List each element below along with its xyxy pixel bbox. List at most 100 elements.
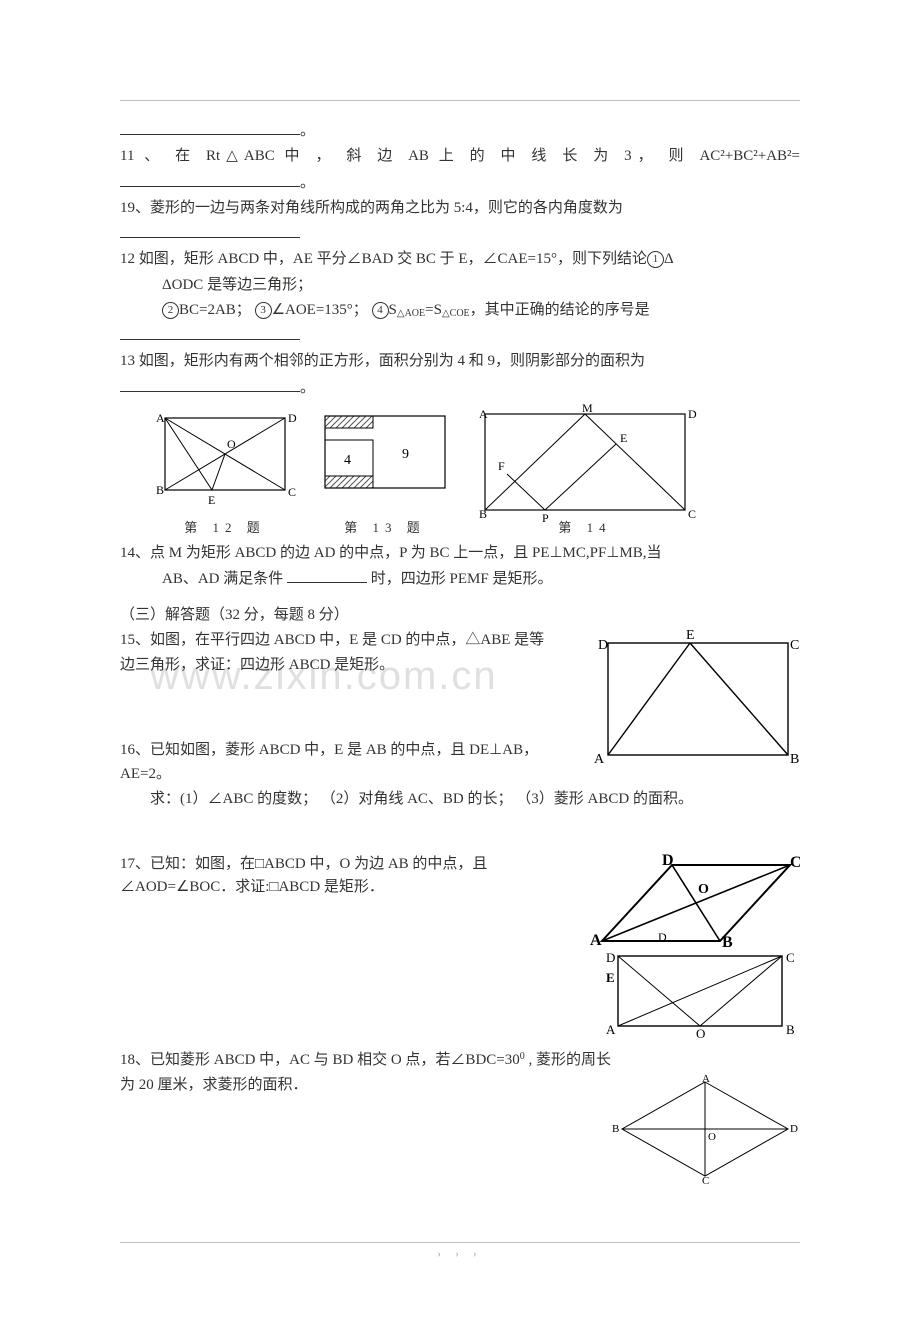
q12-li3: ∠AOE=135°； [272, 302, 368, 318]
fig17b-O: O [696, 1026, 705, 1040]
fig18-C: C [702, 1175, 709, 1184]
q11-period: 。 [300, 175, 315, 191]
fig15-D: D [598, 638, 608, 653]
document-page: www.zixin.com.cn 。 11 、 在 Rt△ABC 中 ， 斜 边… [0, 0, 920, 1343]
q12-line2: ΔODC 是等边三角形； [120, 274, 800, 297]
q19-blank-line [120, 222, 300, 238]
fig15: D E C A B [590, 629, 800, 777]
q12-li2: BC=2AB； [179, 302, 251, 318]
q14-line2: AB、AD 满足条件 时，四边形 PEMF 是矩形。 [120, 567, 800, 591]
fig14-svg: A M D B P C F E [470, 404, 700, 524]
fig12-O: O [227, 437, 236, 451]
q12-line3: 2BC=2AB； 3∠AOE=135°； 4S△AOE=S△COE，其中正确的结… [120, 299, 800, 322]
q11-line1: 11 、 在 Rt△ABC 中 ， 斜 边 AB 上 的 中 线 长 为 3， … [120, 145, 800, 168]
leading-blank-line [120, 119, 300, 135]
figures-row: A D B C E O 第 12 题 [150, 404, 800, 538]
fig18-D: D [790, 1123, 798, 1135]
section3-heading: （三）解答题（32 分，每题 8 分） [120, 604, 800, 627]
fig18-O: O [708, 1131, 716, 1143]
fig18-B: B [612, 1123, 619, 1135]
q18-block: 18、已知菱形 ABCD 中，AC 与 BD 相交 O 点，若∠BDC=300 … [120, 1049, 800, 1193]
q12-li4a: S [389, 302, 397, 318]
q15-block: D E C A B 15、如图，在平行四边 ABCD 中，E 是 CD 的中点，… [120, 629, 800, 811]
q17-block: A B C D O D D C E A O B 17、已知：如图，在□ABCD … [120, 853, 800, 1049]
fig13-4: 4 [344, 453, 351, 468]
fig17a-D: D [662, 853, 674, 869]
fig13-svg: 4 9 [320, 408, 450, 508]
fig12: A D B C E O 第 12 题 [150, 408, 300, 538]
fig14-D: D [688, 407, 697, 421]
fig13-9: 9 [402, 447, 409, 462]
fig17a-C: C [790, 854, 800, 871]
circled-3-icon: 3 [255, 302, 272, 319]
circled-2-icon: 2 [162, 302, 179, 319]
fig12-C: C [288, 485, 296, 499]
q18-line1: 18、已知菱形 ABCD 中，AC 与 BD 相交 O 点，若∠BDC=300 … [120, 1049, 800, 1072]
q12-line1: 12 如图，矩形 ABCD 中，AE 平分∠BAD 交 BC 于 E，∠CAE=… [120, 248, 800, 271]
period: 。 [300, 123, 315, 139]
q12-blank-line [120, 324, 300, 340]
q11-blank: 。 [120, 171, 800, 195]
fig15-svg: D E C A B [590, 629, 800, 769]
fig12-E: E [208, 493, 215, 507]
fig15-A: A [594, 752, 605, 767]
fig12-A: A [156, 411, 165, 425]
fig13: 4 9 第 13 题 [320, 408, 450, 538]
q14-l2b: 时，四边形 PEMF 是矩形。 [371, 571, 553, 587]
fig12-caption: 第 12 题 [150, 518, 300, 538]
fig17-group: A B C D O D D C E A O B [590, 853, 800, 1049]
fig15-B: B [790, 752, 799, 767]
fig18-A: A [702, 1074, 710, 1085]
fig12-B: B [156, 483, 164, 497]
q12-tail: ，其中正确的结论的序号是 [470, 302, 650, 318]
fig15-C: C [790, 638, 799, 653]
q12-sub2: △COE [442, 308, 470, 319]
q13-blank-line [120, 376, 300, 392]
fig14-A: A [479, 407, 488, 421]
fig17b-svg: D C E A O B [590, 950, 800, 1040]
q18-l1a: 18、已知菱形 ABCD 中，AC 与 BD 相交 O 点，若∠BDC=30 [120, 1052, 520, 1068]
q12-blank [120, 324, 800, 348]
top-rule [120, 100, 800, 101]
q12-li4eq: =S [425, 302, 442, 318]
fig14-F: F [498, 459, 505, 473]
fig17b-A: A [606, 1022, 616, 1037]
q13-period: 。 [300, 380, 315, 396]
fig18-svg: A B D C O [610, 1074, 800, 1184]
fig13-caption: 第 13 题 [320, 518, 450, 538]
leading-blank: 。 [120, 119, 800, 143]
q13-line1: 13 如图，矩形内有两个相邻的正方形，面积分别为 4 和 9，则阴影部分的面积为 [120, 350, 800, 373]
fig17a-A: A [590, 932, 602, 948]
fig14-B: B [479, 507, 487, 521]
fig17b-B: B [786, 1022, 795, 1037]
fig17b-E: E [606, 970, 615, 985]
q11-blank-line [120, 171, 300, 187]
fig14-P: P [542, 511, 549, 524]
fig17b-C: C [786, 950, 795, 965]
q12-sub1: △AOE [397, 308, 425, 319]
q18-l1b: , 菱形的周长 [525, 1052, 611, 1068]
fig17a-svg: A B C D O D [590, 853, 800, 948]
fig17a-O: O [698, 882, 709, 897]
fig12-svg: A D B C E O [150, 408, 300, 508]
fig14-E: E [620, 431, 627, 445]
circled-1-icon: 1 [647, 251, 664, 268]
q19-blank [120, 222, 800, 246]
fig12-D: D [288, 411, 297, 425]
q13-blank: 。 [120, 376, 800, 400]
fig17b-D: D [606, 950, 615, 965]
fig14-C: C [688, 507, 696, 521]
footer-ornament: › › › [120, 1247, 800, 1263]
fig17a-Dlow: D [658, 930, 667, 944]
fig15-E: E [686, 629, 695, 643]
fig17a-B: B [722, 934, 733, 948]
q12-li1: ΔODC 是等边三角形； [162, 277, 312, 293]
circled-4-icon: 4 [372, 302, 389, 319]
fig14: A M D B P C F E 第 14 [470, 404, 700, 538]
bottom-rule [120, 1242, 800, 1243]
q19-line1: 19、菱形的一边与两条对角线所构成的两角之比为 5:4，则它的各内角度数为 [120, 197, 800, 220]
q14-l2a: AB、AD 满足条件 [162, 571, 283, 587]
q14-blank [287, 567, 367, 583]
q12-text1: 12 如图，矩形 ABCD 中，AE 平分∠BAD 交 BC 于 E，∠CAE=… [120, 251, 647, 267]
q14-line1: 14、点 M 为矩形 ABCD 的边 AD 的中点，P 为 BC 上一点，且 P… [120, 542, 800, 565]
